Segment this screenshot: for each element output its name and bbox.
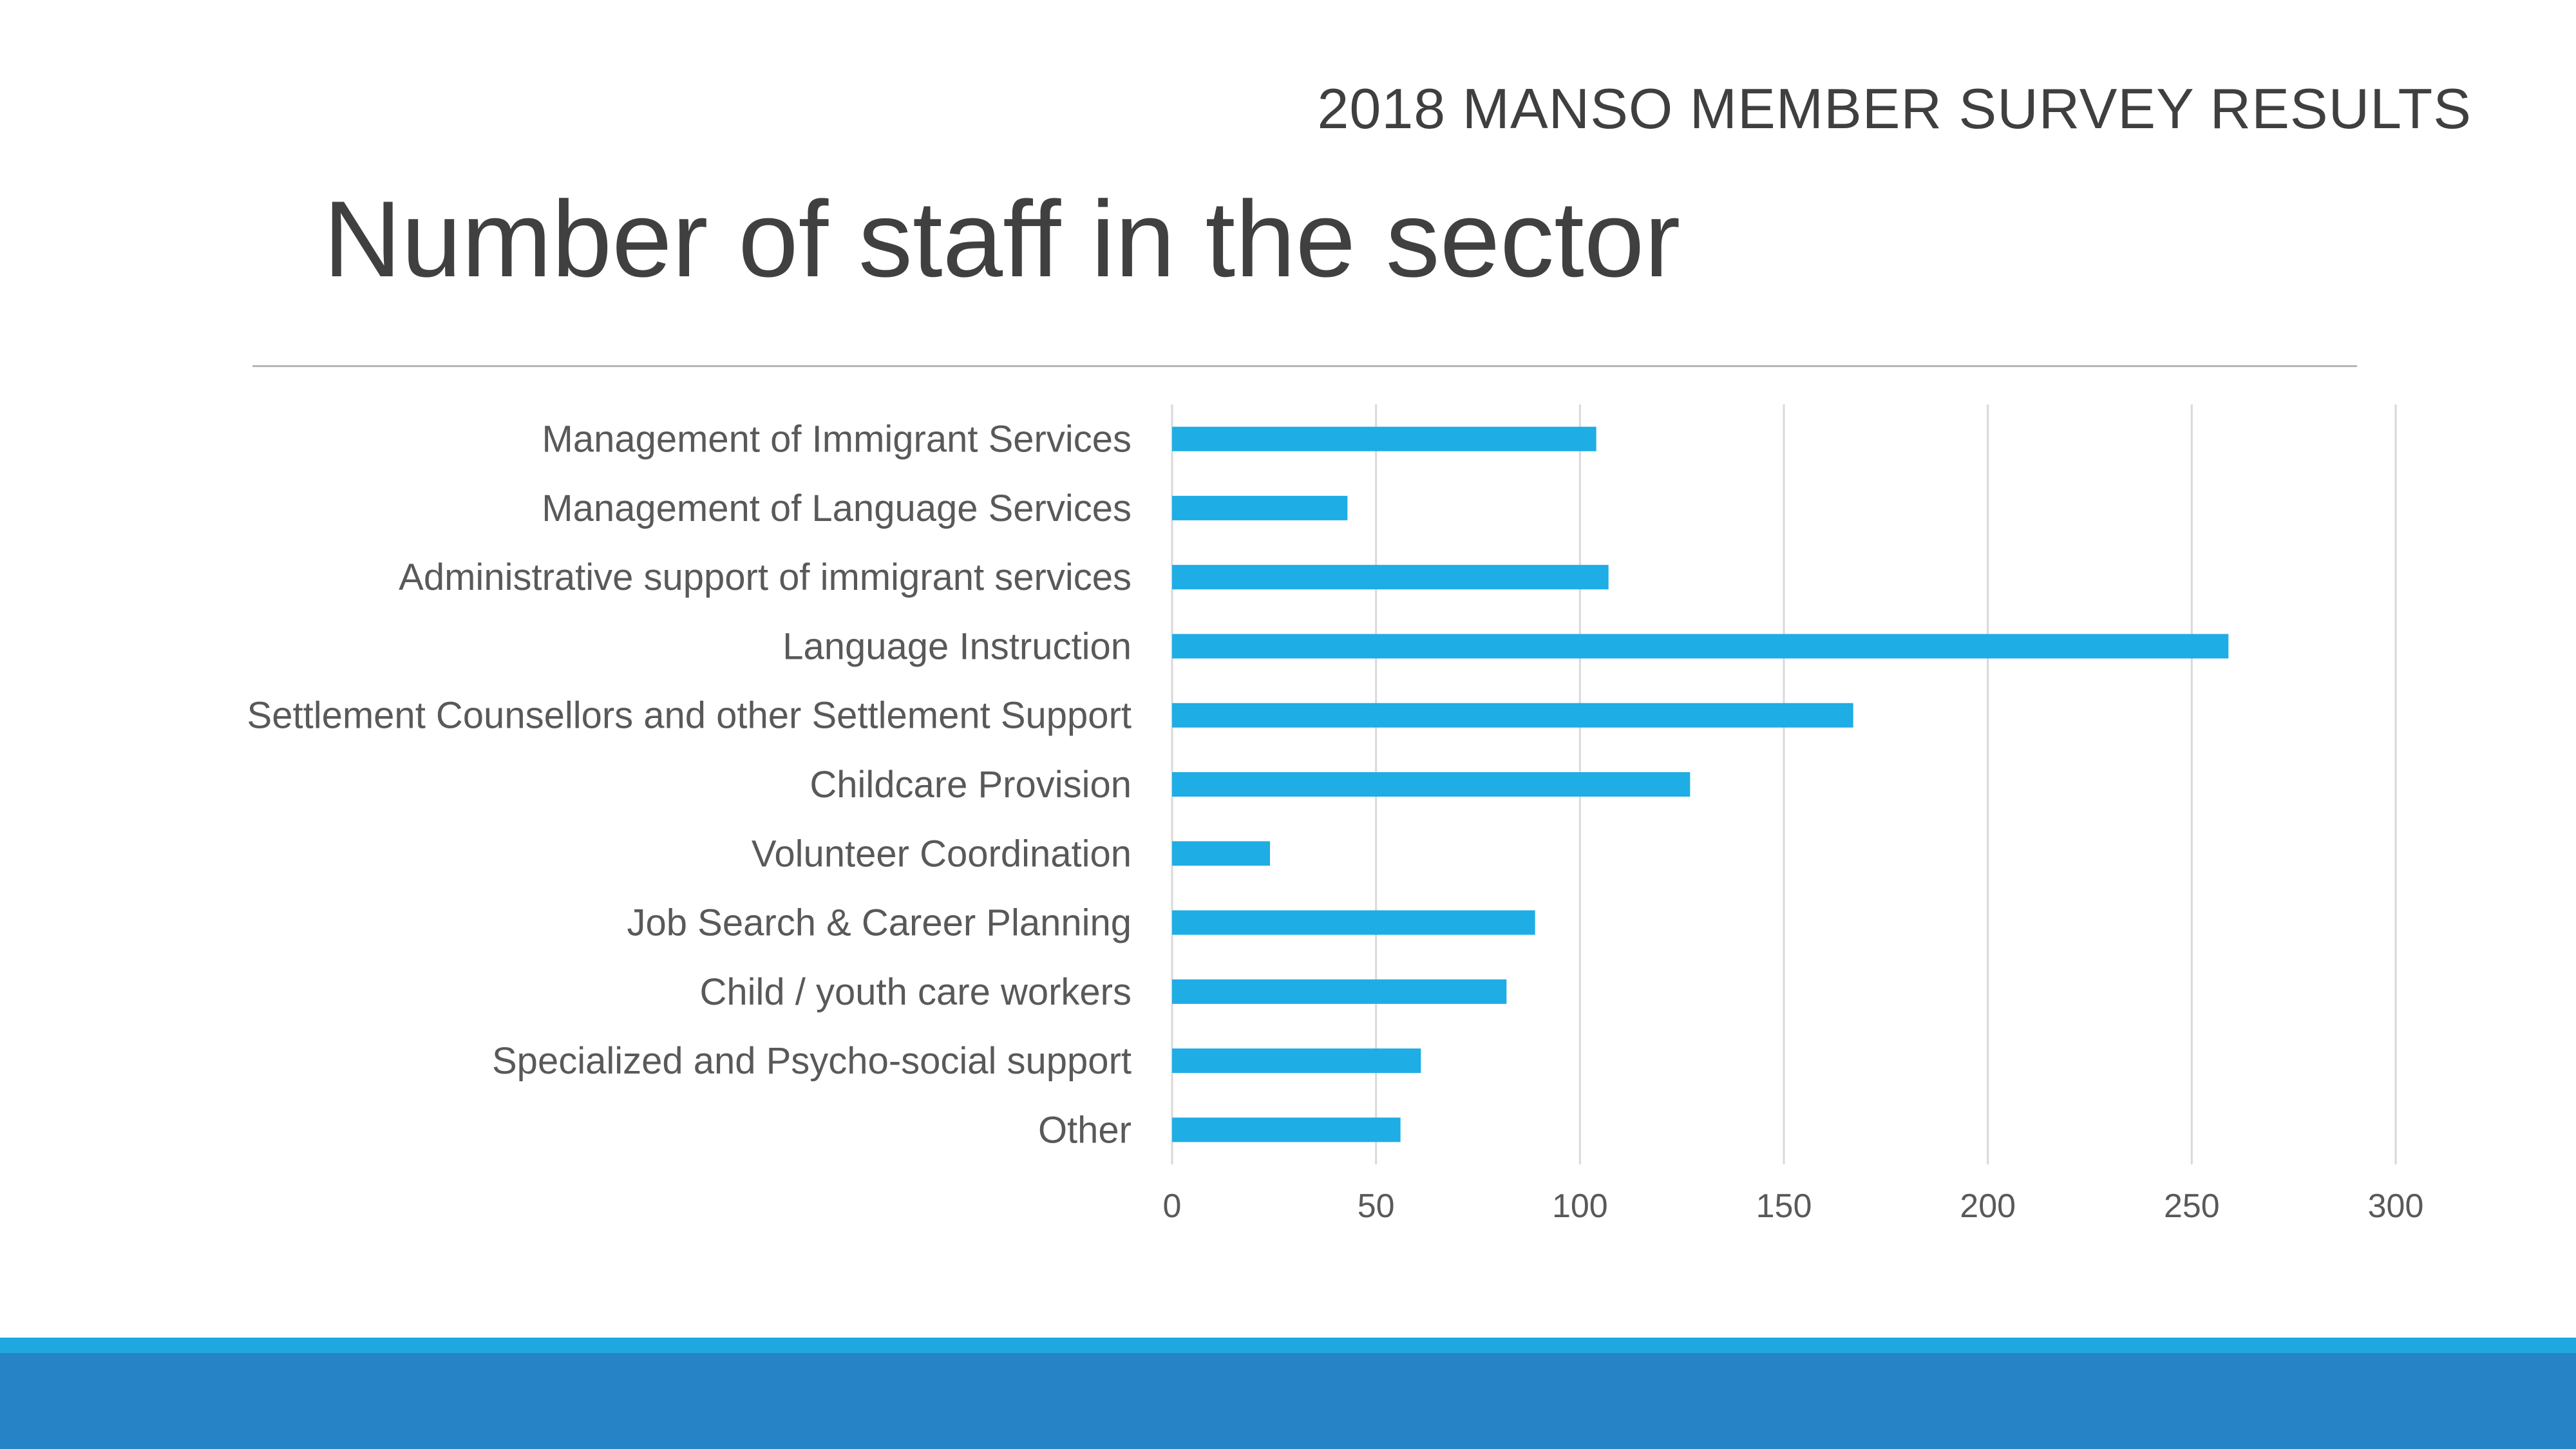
- bar: [1172, 1048, 1421, 1074]
- category-label: Volunteer Coordination: [752, 833, 1132, 875]
- category-label: Administrative support of immigrant serv…: [399, 556, 1132, 598]
- bar: [1172, 1117, 1401, 1142]
- footer-accent-stripe: [0, 1338, 2576, 1353]
- category-label: Language Instruction: [782, 625, 1132, 667]
- bar: [1172, 495, 1348, 520]
- x-tick-label: 200: [1960, 1188, 2016, 1225]
- category-label: Child / youth care workers: [700, 971, 1132, 1013]
- bar: [1172, 841, 1270, 866]
- bar: [1172, 634, 2229, 659]
- category-label: Other: [1038, 1109, 1132, 1151]
- bar: [1172, 979, 1507, 1004]
- category-label: Childcare Provision: [810, 764, 1132, 806]
- survey-header: 2018 MANSO MEMBER SURVEY RESULTS: [1317, 77, 2472, 140]
- x-tick-label: 0: [1163, 1188, 1182, 1225]
- category-label: Management of Language Services: [542, 488, 1132, 529]
- bar: [1172, 772, 1690, 797]
- bar: [1172, 426, 1596, 451]
- category-label: Settlement Counsellors and other Settlem…: [247, 695, 1132, 737]
- category-label: Job Search & Career Planning: [627, 902, 1132, 944]
- bar: [1172, 565, 1609, 590]
- category-label: Management of Immigrant Services: [542, 419, 1132, 460]
- x-tick-label: 150: [1756, 1188, 1812, 1225]
- category-label: Specialized and Psycho-social support: [492, 1040, 1132, 1082]
- bar-chart: 0 50 100 150 200 250 300 Management of Immigran…: [247, 404, 2424, 1225]
- footer-band: [0, 1353, 2576, 1449]
- x-tick-label: 100: [1552, 1188, 1608, 1225]
- bar: [1172, 910, 1535, 935]
- title-divider: [252, 365, 2357, 367]
- bar: [1172, 703, 1853, 728]
- x-tick-label: 250: [2164, 1188, 2220, 1225]
- x-tick-label: 50: [1358, 1188, 1395, 1225]
- slide-title: Number of staff in the sector: [323, 178, 1681, 299]
- x-tick-label: 300: [2368, 1188, 2424, 1225]
